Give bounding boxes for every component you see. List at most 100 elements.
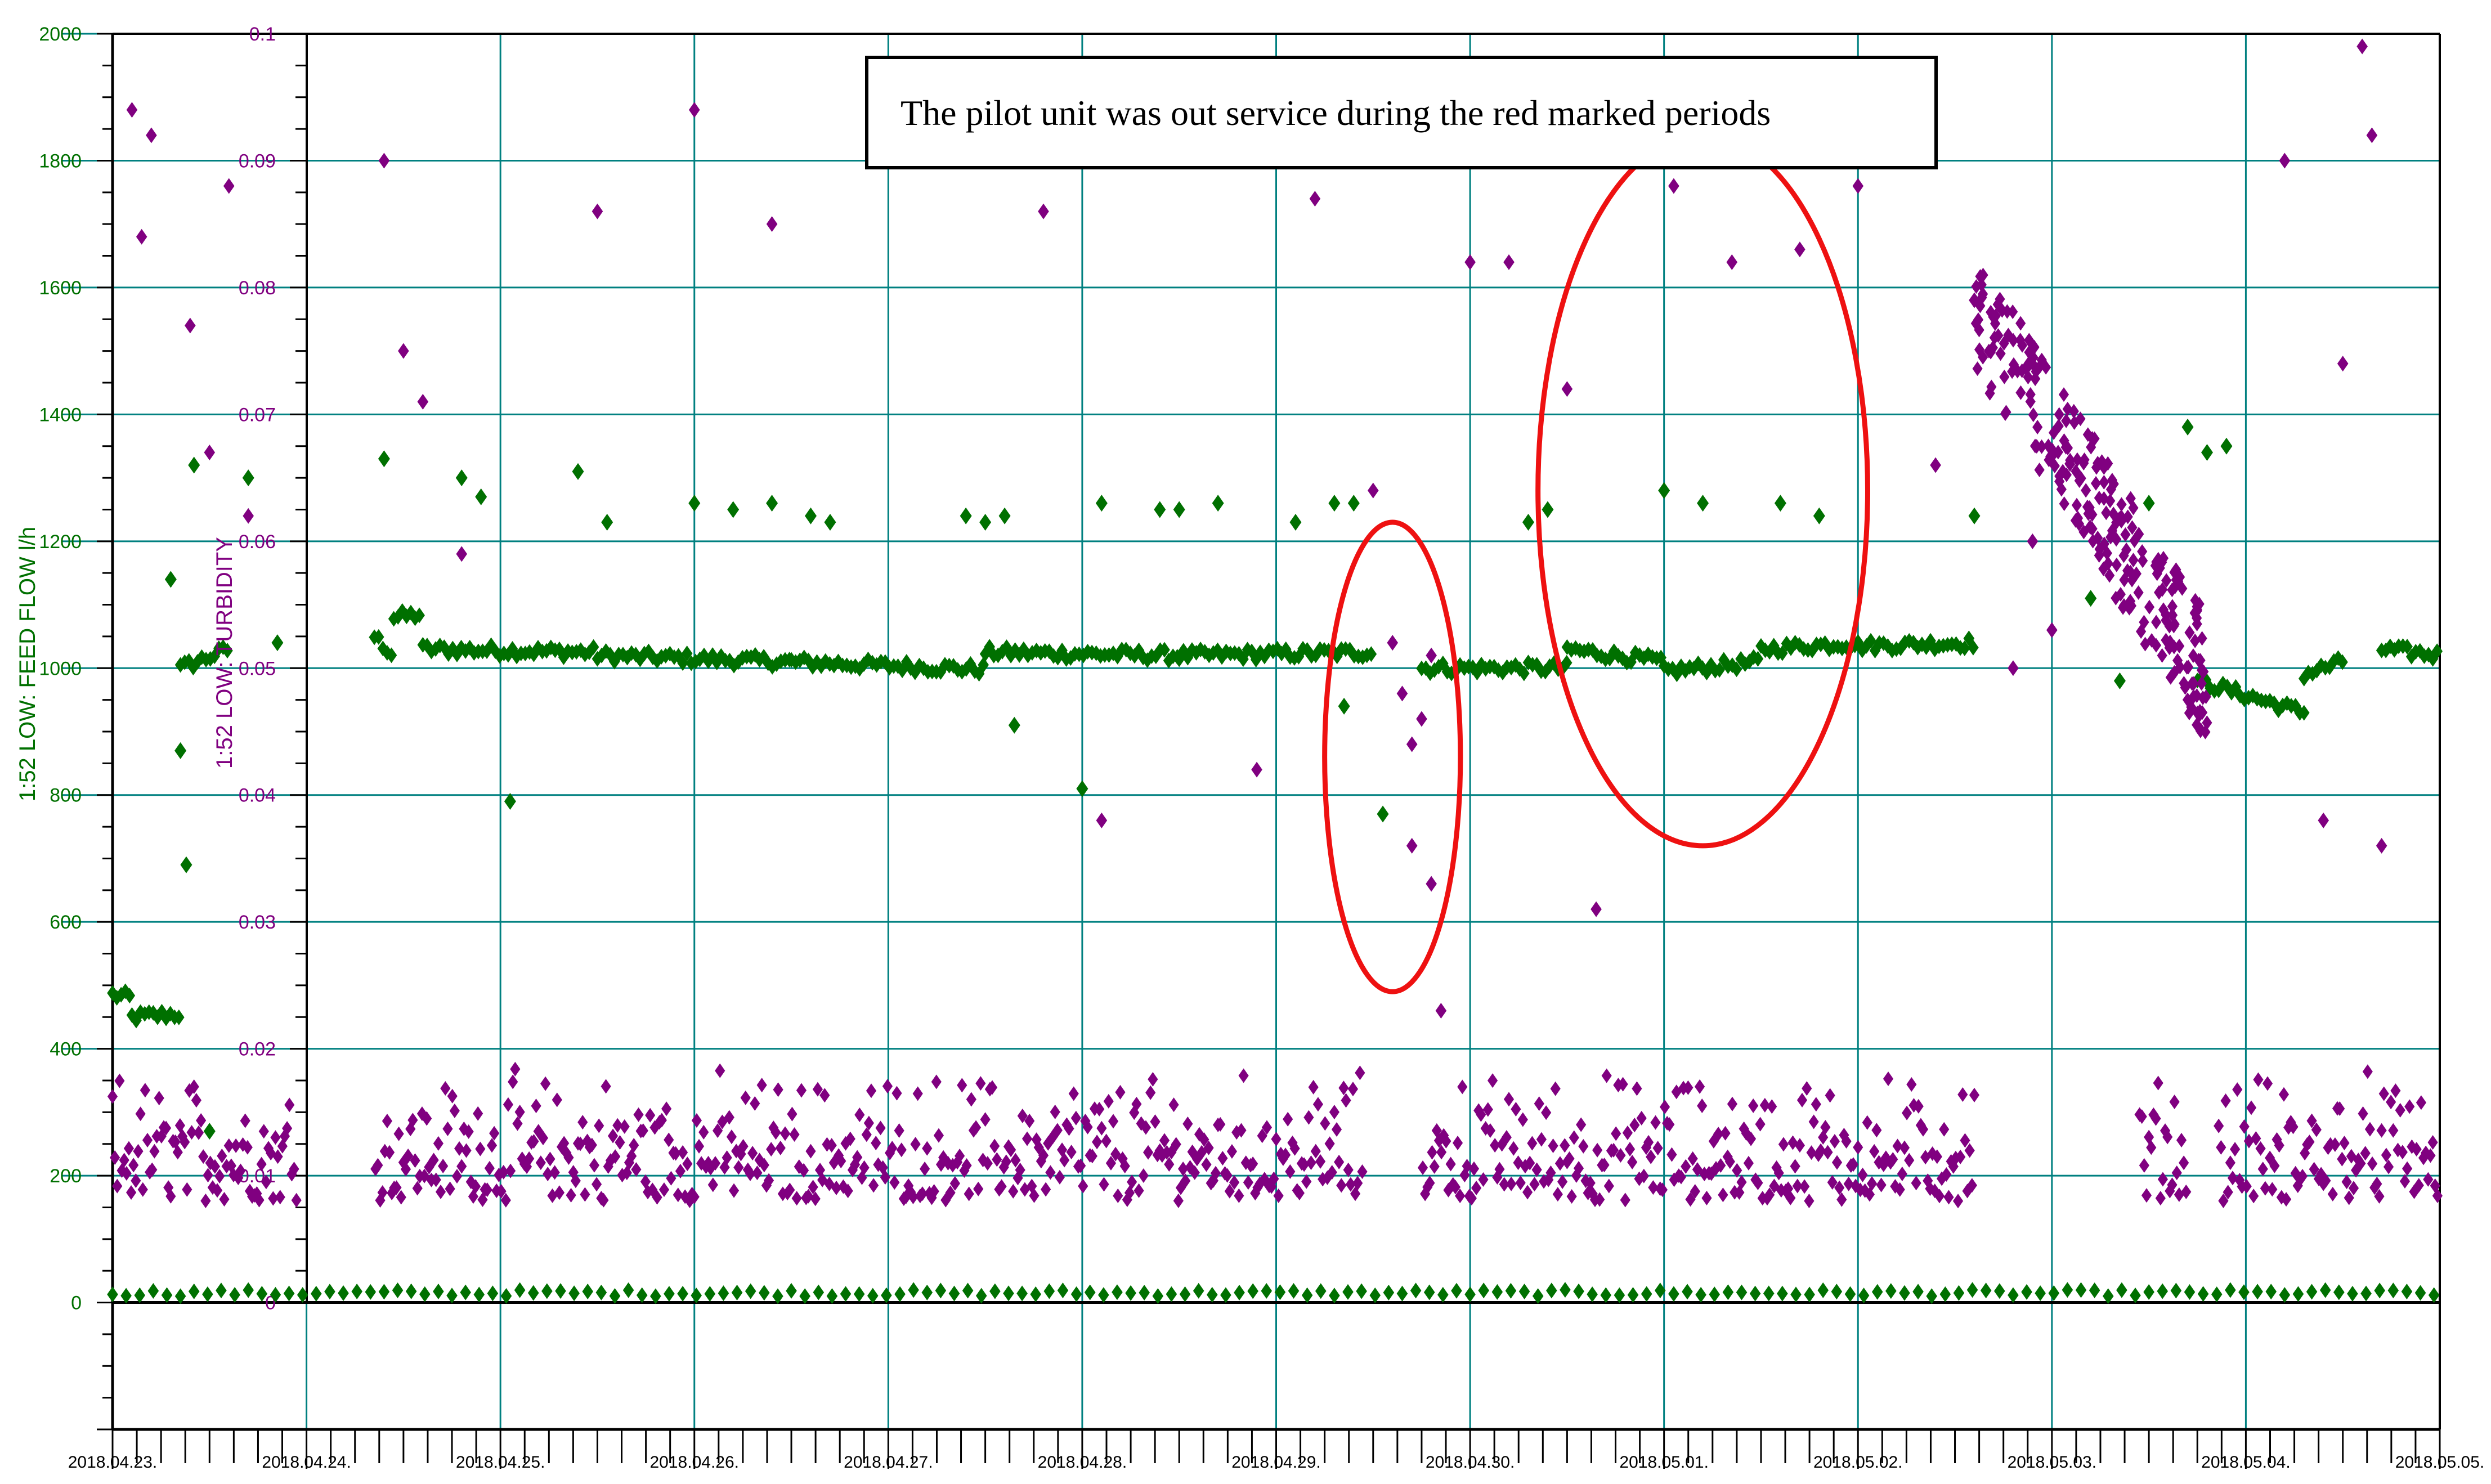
flow-point — [487, 1285, 499, 1302]
turbidity-point — [1148, 1071, 1158, 1087]
turbidity-point — [223, 1138, 234, 1153]
flow-point — [1625, 654, 1637, 670]
turbidity-point — [1611, 1126, 1621, 1141]
turbidity-point — [868, 1178, 879, 1193]
turbidity-point — [379, 1144, 390, 1159]
annotation-box: The pilot unit was out service during th… — [865, 56, 1938, 169]
turbidity-point — [2129, 533, 2140, 548]
turbidity-point — [759, 1158, 769, 1173]
turbidity-point — [279, 1128, 290, 1144]
turbidity-point — [545, 1151, 555, 1167]
flow-point — [2143, 1284, 2154, 1300]
flow-point — [188, 456, 200, 474]
turbidity-point — [2008, 660, 2019, 676]
flow-point — [1234, 1284, 1245, 1301]
flow-point — [1824, 642, 1835, 658]
flow-point — [1763, 1285, 1775, 1302]
flow-point — [425, 643, 437, 660]
turbidity-point — [1367, 482, 1379, 499]
turbidity-point — [1557, 1174, 1568, 1189]
flow-point — [1271, 640, 1283, 657]
turbidity-point — [2372, 1176, 2382, 1191]
flow-point — [386, 647, 397, 663]
turbidity-point — [1429, 1159, 1440, 1174]
flow-point — [1959, 640, 1970, 656]
turbidity-point — [1145, 1085, 1156, 1100]
flow-point — [1790, 1286, 1802, 1303]
flow-point — [1722, 1284, 1734, 1301]
turbidity-point — [1726, 254, 1738, 270]
turbidity-point — [133, 1144, 144, 1159]
turbidity-point — [726, 1129, 737, 1145]
turbidity-point — [1226, 1144, 1238, 1159]
flow-point — [2431, 643, 2443, 660]
turbidity-point — [1243, 1175, 1253, 1190]
turbidity-point — [1701, 1190, 1712, 1205]
turbidity-point — [728, 1183, 740, 1198]
x-tick-label: 2018.05.05. — [2395, 1453, 2484, 1472]
turbidity-point — [1113, 1188, 1123, 1203]
turbidity-point — [191, 1093, 201, 1108]
turbidity-point — [2103, 456, 2113, 471]
flow-point — [636, 1287, 648, 1303]
turbidity-point — [398, 343, 409, 359]
turbidity-point — [696, 1156, 707, 1171]
turbidity-point — [1852, 178, 1864, 194]
turbidity-point — [1283, 1111, 1293, 1127]
turbidity-point — [586, 1137, 597, 1153]
flow-point — [134, 1287, 146, 1303]
flow-point — [1966, 1282, 1978, 1298]
turbidity-point — [489, 1126, 500, 1141]
turbidity-point — [1038, 203, 1049, 219]
turbidity-point — [619, 1119, 630, 1134]
turbidity-point — [142, 1132, 153, 1147]
turbidity-point — [766, 1142, 777, 1157]
flow-point — [813, 1284, 825, 1301]
flow-point — [1939, 1286, 1951, 1302]
turbidity-point — [1976, 277, 1987, 293]
flow-point — [1831, 1284, 1843, 1300]
out-of-service-ellipse — [1322, 519, 1463, 994]
flow-point — [1658, 482, 1670, 499]
turbidity-point — [2083, 506, 2094, 521]
flow-point — [1289, 514, 1302, 531]
flow-point — [1274, 1284, 1286, 1301]
turbidity-point — [875, 1120, 886, 1136]
turbidity-point — [524, 1151, 535, 1166]
turbidity-point — [2214, 1118, 2224, 1133]
flow-point — [2243, 689, 2255, 706]
turbidity-point — [449, 1103, 460, 1118]
turbidity-point — [1036, 1154, 1046, 1169]
turbidity-point — [165, 1189, 176, 1204]
turbidity-point — [1690, 1183, 1700, 1199]
turbidity-point — [1043, 1136, 1054, 1151]
turbidity-point — [422, 1111, 432, 1126]
turbidity-point — [440, 1081, 451, 1096]
y-right-tick-label: 0.08 — [239, 277, 276, 299]
y-left-tick-label: 1000 — [39, 658, 82, 679]
turbidity-point — [2126, 598, 2137, 613]
turbidity-point — [126, 1185, 137, 1200]
turbidity-point — [2086, 440, 2096, 455]
turbidity-point — [2421, 1145, 2431, 1160]
turbidity-point — [1957, 1087, 1968, 1102]
turbidity-point — [1995, 292, 2005, 307]
turbidity-point — [1652, 1141, 1663, 1156]
turbidity-point — [1802, 1081, 1812, 1096]
turbidity-point — [1468, 1161, 1480, 1176]
turbidity-point — [2179, 1155, 2189, 1171]
flow-point — [1950, 636, 1962, 652]
flow-point — [1288, 1283, 1300, 1299]
turbidity-point — [1236, 1123, 1247, 1138]
turbidity-point — [2364, 1122, 2376, 1137]
flow-point — [1154, 501, 1166, 518]
turbidity-point — [2099, 474, 2109, 490]
turbidity-point — [2183, 660, 2194, 675]
turbidity-point — [1485, 1123, 1496, 1138]
turbidity-point — [1718, 1187, 1728, 1203]
flow-point — [2197, 1286, 2209, 1302]
flow-point — [392, 1282, 404, 1298]
turbidity-point — [773, 1082, 783, 1097]
turbidity-point — [2339, 1136, 2350, 1151]
turbidity-point — [2101, 505, 2112, 521]
